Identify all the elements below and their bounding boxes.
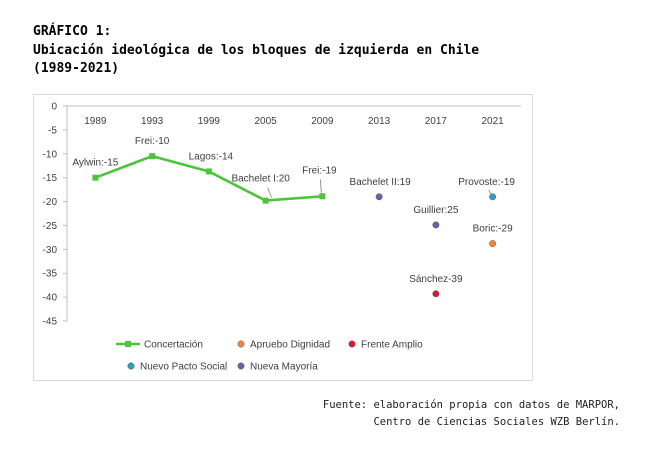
data-label: Bachelet II:19 <box>350 177 412 188</box>
legend-swatch <box>237 362 245 370</box>
y-tick-label: -10 <box>43 149 58 160</box>
data-label-leader <box>319 179 322 194</box>
data-point-concertacion <box>262 197 269 204</box>
x-tick-label: 1989 <box>84 116 107 127</box>
data-label: Frei:-19 <box>302 165 337 176</box>
x-tick-label: 2017 <box>425 116 448 127</box>
y-tick-label: -45 <box>43 317 58 328</box>
legend-swatch <box>127 362 135 370</box>
data-label-leader <box>488 189 492 195</box>
data-label: Provoste:-19 <box>458 177 515 188</box>
legend-label: Concertación <box>144 340 203 351</box>
data-label: Bachelet I:20 <box>231 174 290 185</box>
figure-label: GRÁFICO 1: <box>33 24 112 39</box>
source-note: Fuente: elaboración propia con datos de … <box>323 397 620 431</box>
y-tick-label: -40 <box>43 293 58 304</box>
data-label: Frei:-10 <box>135 136 170 147</box>
line-chart: 0 -5 -10 -15 -20 -25 -30 -35 -40 -45 1989 1993 1999 2… <box>43 102 521 373</box>
y-tick-label: -35 <box>43 269 58 280</box>
source-line1: Fuente: elaboración propia con datos de … <box>322 399 620 411</box>
x-tick-label: 2009 <box>311 116 334 127</box>
chart-heading: GRÁFICO 1: Ubicación ideológica de los b… <box>33 23 479 79</box>
legend-swatch-marker <box>125 341 131 347</box>
data-point-concertacion <box>149 153 156 160</box>
source-line2: Centro de Ciencias Sociales WZB Berlín. <box>373 416 620 428</box>
data-point-nuevo-pacto-social <box>489 193 497 201</box>
data-label: Lagos:-14 <box>189 151 234 162</box>
figure-title-line2: (1989-2021) <box>33 61 120 76</box>
data-point-concertacion <box>92 174 99 181</box>
data-point-apruebo-dignidad <box>489 240 497 248</box>
legend-swatch <box>348 340 356 348</box>
data-label: Sánchez-39 <box>409 274 463 285</box>
x-tick-label: 1999 <box>198 116 221 127</box>
y-tick-label: -30 <box>43 245 58 256</box>
y-tick-label: -20 <box>43 197 58 208</box>
x-tick-label: 2005 <box>255 116 278 127</box>
y-tick-label: -15 <box>43 173 58 184</box>
legend-label: Nueva Mayoría <box>250 362 318 373</box>
data-label: Guillier:25 <box>413 205 458 216</box>
chart-frame: 0 -5 -10 -15 -20 -25 -30 -35 -40 -45 1989 1993 1999 2… <box>33 94 533 381</box>
data-label-leader <box>267 187 272 198</box>
x-tick-label: 1993 <box>141 116 164 127</box>
figure-title-line1: Ubicación ideológica de los bloques de i… <box>33 42 480 58</box>
y-tick-label: -25 <box>43 221 58 232</box>
y-tick-label: -5 <box>48 125 57 136</box>
legend-label: Apruebo Dignidad <box>250 340 330 351</box>
x-tick-label: 2021 <box>482 116 505 127</box>
data-label: Boric:-29 <box>473 224 513 235</box>
data-point-concertacion <box>319 193 326 200</box>
data-point-nueva-mayoria <box>432 221 440 229</box>
data-point-nueva-mayoria <box>375 193 383 201</box>
legend-label: Nuevo Pacto Social <box>140 362 227 373</box>
legend-label: Frente Amplio <box>361 340 423 351</box>
y-tick-label: 0 <box>51 102 57 113</box>
data-point-concertacion <box>205 168 212 175</box>
x-tick-label: 2013 <box>368 116 391 127</box>
data-label: Aylwin:-15 <box>72 158 118 169</box>
data-point-frente-amplio <box>432 290 440 298</box>
legend-swatch <box>237 340 245 348</box>
